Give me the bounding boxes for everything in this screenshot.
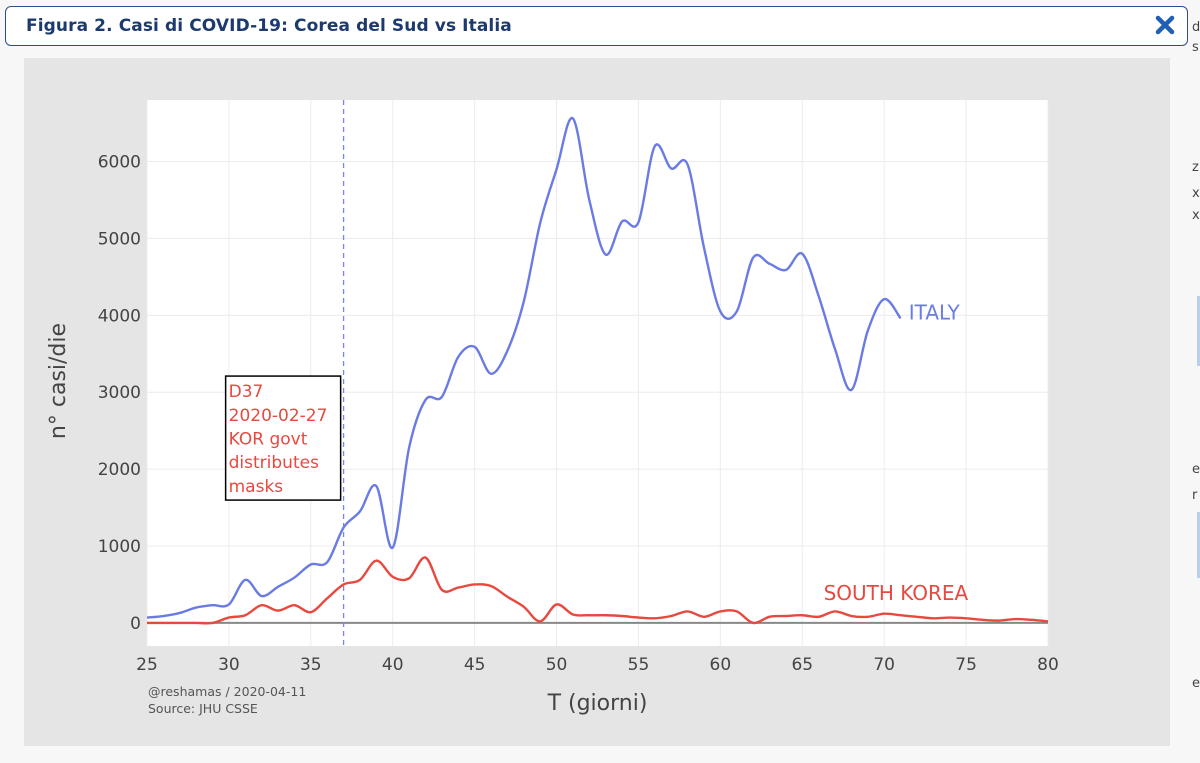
x-tick-label: 75 bbox=[955, 655, 977, 675]
annotation-line: masks bbox=[229, 477, 284, 497]
line-chart: 25 30 35 40 45 50 55 60 65 70 75 80 0 1000 2000 3000 400… bbox=[46, 100, 1059, 716]
series-line-south-korea bbox=[147, 556, 1049, 625]
y-axis-label: n° casi/die bbox=[46, 323, 71, 439]
x-tick-label: 55 bbox=[628, 655, 650, 675]
annotation-line: distributes bbox=[229, 453, 319, 473]
annotation-line: 2020-02-27 bbox=[229, 406, 328, 426]
x-tick-label: 40 bbox=[382, 655, 404, 675]
x-tick-label: 65 bbox=[791, 655, 813, 675]
y-tick-label: 2000 bbox=[98, 460, 141, 480]
figure-frame: 25 30 35 40 45 50 55 60 65 70 75 80 0 1000 2000 3000 400… bbox=[24, 58, 1170, 746]
x-axis-label: T (giorni) bbox=[547, 691, 648, 716]
series-line-italy bbox=[146, 117, 902, 619]
y-tick-label: 3000 bbox=[98, 383, 141, 403]
plot-area bbox=[147, 100, 1048, 646]
x-tick-label: 60 bbox=[710, 655, 732, 675]
x-tick-label: 45 bbox=[464, 655, 486, 675]
x-tick-label: 80 bbox=[1037, 655, 1059, 675]
y-tick-label: 1000 bbox=[98, 537, 141, 557]
series-label-south-korea: SOUTH KOREA bbox=[824, 581, 969, 605]
annotation-line: D37 bbox=[229, 382, 264, 402]
close-icon[interactable] bbox=[1153, 12, 1177, 38]
x-tick-label: 30 bbox=[218, 655, 240, 675]
series-label-italy: ITALY bbox=[909, 300, 961, 324]
credit-author: @reshamas / 2020-04-11 bbox=[148, 684, 307, 699]
x-tick-label: 35 bbox=[300, 655, 322, 675]
dialog-title: Figura 2. Casi di COVID-19: Corea del Su… bbox=[26, 16, 512, 36]
credit-source: Source: JHU CSSE bbox=[148, 701, 258, 716]
x-tick-label: 70 bbox=[873, 655, 895, 675]
x-tick-label: 50 bbox=[546, 655, 568, 675]
annotation-box bbox=[224, 375, 342, 501]
x-tick-label: 25 bbox=[136, 655, 158, 675]
annotation-line: KOR govt bbox=[229, 429, 308, 449]
y-tick-label: 0 bbox=[130, 614, 141, 634]
dialog-titlebar: Figura 2. Casi di COVID-19: Corea del Su… bbox=[5, 6, 1188, 46]
y-tick-label: 6000 bbox=[98, 153, 141, 173]
y-tick-label: 4000 bbox=[98, 306, 141, 326]
y-tick-label: 5000 bbox=[98, 229, 141, 249]
